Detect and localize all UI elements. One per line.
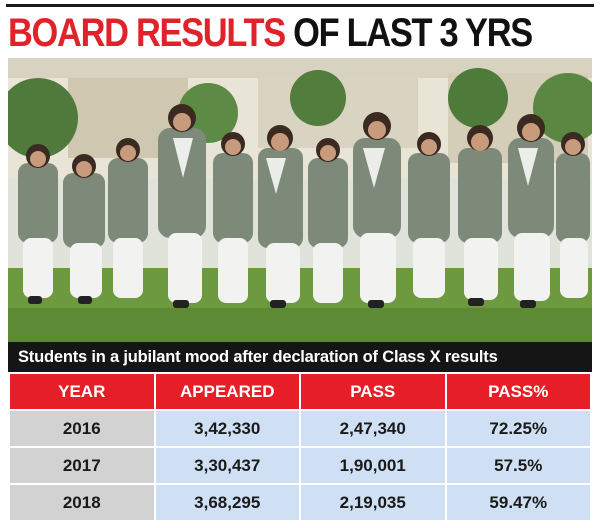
pass-percent-cell: 72.25% <box>444 409 592 448</box>
pass-cell: 1,90,001 <box>299 446 447 485</box>
table-row: 2016 3,42,330 2,47,340 72.25% <box>8 409 592 448</box>
table-row: 2017 3,30,437 1,90,001 57.5% <box>8 446 592 485</box>
appeared-cell: 3,68,295 <box>153 483 301 522</box>
year-cell: 2018 <box>8 483 156 522</box>
appeared-cell: 3,30,437 <box>153 446 301 485</box>
column-header-appeared: APPEARED <box>153 372 301 411</box>
page-headline: BOARD RESULTS OF LAST 3 YRS <box>8 10 533 56</box>
headline-red-text: BOARD RESULTS <box>8 11 286 55</box>
year-cell: 2017 <box>8 446 156 485</box>
pass-percent-cell: 59.47% <box>444 483 592 522</box>
headline-black-text: OF LAST 3 YRS <box>284 11 533 55</box>
photo-students-celebrating-icon <box>8 58 592 342</box>
pass-cell: 2,47,340 <box>299 409 447 448</box>
pass-cell: 2,19,035 <box>299 483 447 522</box>
students-photo <box>8 58 592 342</box>
column-header-pass: PASS <box>299 372 447 411</box>
photo-caption: Students in a jubilant mood after declar… <box>8 342 592 372</box>
table-header-row: YEAR APPEARED PASS PASS% <box>8 372 592 411</box>
column-header-pass-percent: PASS% <box>444 372 592 411</box>
column-header-year: YEAR <box>8 372 156 411</box>
appeared-cell: 3,42,330 <box>153 409 301 448</box>
pass-percent-cell: 57.5% <box>444 446 592 485</box>
table-row: 2018 3,68,295 2,19,035 59.47% <box>8 483 592 522</box>
top-rule <box>6 4 594 7</box>
board-results-table: YEAR APPEARED PASS PASS% 2016 3,42,330 2… <box>8 372 592 522</box>
year-cell: 2016 <box>8 409 156 448</box>
